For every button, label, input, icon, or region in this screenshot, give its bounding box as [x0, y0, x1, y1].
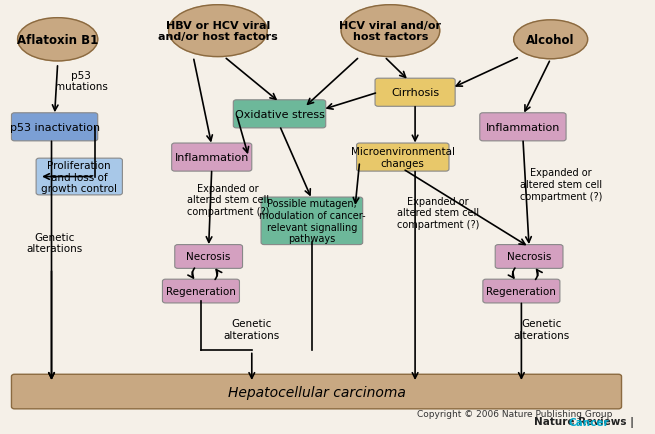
Text: Necrosis: Necrosis: [187, 252, 231, 262]
Text: Copyright © 2006 Nature Publishing Group: Copyright © 2006 Nature Publishing Group: [417, 409, 612, 418]
FancyBboxPatch shape: [483, 279, 560, 303]
Text: Genetic
alterations: Genetic alterations: [514, 319, 570, 340]
Text: Expanded or
altered stem cell
compartment (?): Expanded or altered stem cell compartmen…: [397, 196, 479, 229]
Ellipse shape: [18, 19, 98, 62]
Text: Inflammation: Inflammation: [174, 153, 249, 163]
Text: Cancer: Cancer: [569, 418, 609, 427]
FancyBboxPatch shape: [175, 245, 242, 269]
Text: Microenvironmental
changes: Microenvironmental changes: [351, 147, 455, 168]
Text: Regeneration: Regeneration: [166, 286, 236, 296]
Text: p53 inactivation: p53 inactivation: [10, 122, 100, 132]
Text: Aflatoxin B1: Aflatoxin B1: [17, 34, 98, 47]
FancyBboxPatch shape: [495, 245, 563, 269]
Text: Genetic
alterations: Genetic alterations: [223, 319, 280, 340]
Ellipse shape: [514, 21, 588, 59]
FancyBboxPatch shape: [480, 114, 566, 141]
Text: Possible mutagen;
modulation of cancer-
relevant signalling
pathways: Possible mutagen; modulation of cancer- …: [259, 199, 365, 243]
Text: Alcohol: Alcohol: [527, 34, 575, 47]
Text: Expanded or
altered stem cell
compartment (?): Expanded or altered stem cell compartmen…: [520, 168, 602, 201]
Text: Genetic
alterations: Genetic alterations: [27, 232, 83, 253]
FancyBboxPatch shape: [162, 279, 240, 303]
Text: Cirrhosis: Cirrhosis: [391, 88, 439, 98]
Text: Inflammation: Inflammation: [486, 122, 560, 132]
FancyBboxPatch shape: [36, 159, 122, 195]
FancyBboxPatch shape: [375, 79, 455, 107]
Text: p53
mutations: p53 mutations: [54, 70, 107, 92]
Text: HBV or HCV viral
and/or host factors: HBV or HCV viral and/or host factors: [158, 21, 278, 43]
FancyBboxPatch shape: [11, 114, 98, 141]
Text: Expanded or
altered stem cell
compartment (?): Expanded or altered stem cell compartmen…: [187, 183, 269, 216]
Text: Oxidative stress: Oxidative stress: [234, 110, 324, 120]
FancyBboxPatch shape: [11, 375, 622, 409]
Text: HCV viral and/or
host factors: HCV viral and/or host factors: [339, 21, 441, 43]
FancyBboxPatch shape: [261, 197, 363, 245]
Text: Necrosis: Necrosis: [507, 252, 552, 262]
Text: Hepatocellular carcinoma: Hepatocellular carcinoma: [227, 385, 405, 399]
Ellipse shape: [341, 6, 440, 57]
FancyBboxPatch shape: [356, 144, 449, 172]
Ellipse shape: [168, 6, 267, 57]
Text: Regeneration: Regeneration: [487, 286, 556, 296]
FancyBboxPatch shape: [233, 101, 326, 128]
Text: Nature Reviews |: Nature Reviews |: [534, 417, 638, 427]
Text: Proliferation
and loss of
growth control: Proliferation and loss of growth control: [41, 161, 117, 194]
FancyBboxPatch shape: [172, 144, 252, 172]
